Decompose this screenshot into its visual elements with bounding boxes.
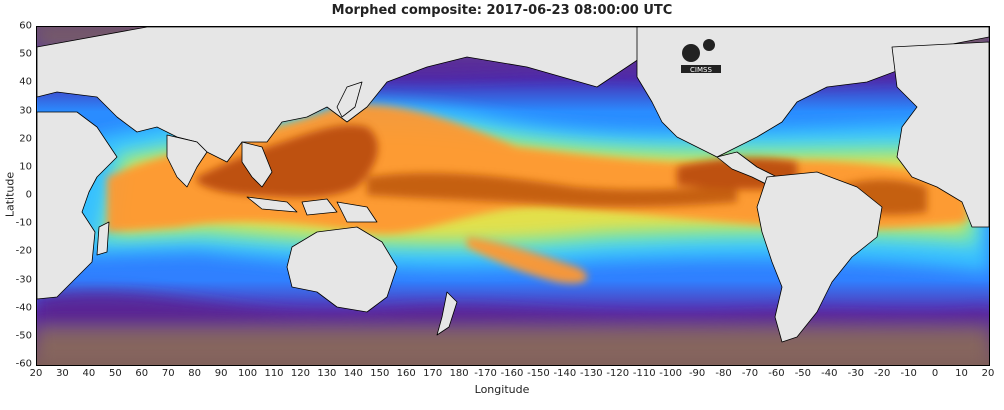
x-tick-label: -70 <box>741 368 759 379</box>
land-new-zealand <box>436 291 458 336</box>
x-tick-label: -120 <box>606 368 630 379</box>
map-plot-area: CIMSS <box>36 26 990 366</box>
y-tick-label: 20 <box>19 133 32 145</box>
x-tick-label: 20 <box>981 368 995 379</box>
land-west-africa-europe <box>891 41 989 228</box>
x-tick-label: -80 <box>715 368 732 379</box>
y-tick-label: 60 <box>19 20 32 32</box>
x-tick-label: 100 <box>238 368 258 379</box>
x-tick-label: 150 <box>370 368 390 379</box>
chart-title: Morphed composite: 2017-06-23 08:00:00 U… <box>331 3 673 18</box>
land-indochina <box>241 141 273 188</box>
map-canvas: CIMSS <box>37 27 989 365</box>
x-axis-label: Longitude <box>474 383 530 396</box>
y-tick-label: 40 <box>19 76 32 88</box>
y-tick-label: 10 <box>19 161 32 173</box>
x-tick-label: 10 <box>955 368 968 379</box>
y-tick-label: 30 <box>19 105 32 116</box>
x-tick-label: 50 <box>108 368 122 379</box>
land-madagascar <box>96 221 110 256</box>
land-south-america <box>756 171 883 343</box>
x-tick-label: 170 <box>423 368 443 379</box>
land-australia <box>286 226 398 313</box>
x-tick-label: 40 <box>82 368 96 379</box>
land-japan <box>336 81 363 118</box>
x-tick-label: 60 <box>135 368 149 379</box>
x-tick-label: 160 <box>396 368 416 379</box>
x-tick-label: -100 <box>659 368 683 379</box>
land-africa <box>37 111 118 300</box>
x-tick-label: 130 <box>317 368 337 379</box>
x-tick-label: 30 <box>56 368 69 379</box>
x-tick-label: -50 <box>794 368 812 379</box>
y-tick-label: -30 <box>15 274 32 285</box>
y-tick-label: 50 <box>19 48 32 60</box>
x-tick-label: 90 <box>214 368 228 379</box>
x-tick-label: -160 <box>500 368 524 379</box>
x-tick-label: -140 <box>553 368 577 379</box>
x-tick-label: 80 <box>188 368 202 379</box>
svg-text:CIMSS: CIMSS <box>690 66 712 74</box>
x-tick-label: -10 <box>900 368 917 379</box>
x-tick-label: -110 <box>632 368 656 379</box>
x-tick-label: 120 <box>290 368 310 379</box>
land-indonesia <box>246 196 378 223</box>
x-tick-label: -60 <box>768 368 785 379</box>
y-tick-label: -40 <box>15 302 32 314</box>
cimss-logo: CIMSS <box>677 35 725 75</box>
y-axis-label: Latitude <box>3 171 17 218</box>
x-tick-label: -20 <box>874 368 891 379</box>
x-tick-label: 180 <box>449 368 469 379</box>
land-india <box>166 134 208 188</box>
x-tick-label: -40 <box>821 368 838 379</box>
x-tick-label: 0 <box>931 368 939 379</box>
y-tick-label: -50 <box>15 330 32 342</box>
x-tick-label: 110 <box>264 368 284 379</box>
x-tick-label: -130 <box>579 368 603 379</box>
y-tick-label: -60 <box>15 358 32 370</box>
x-tick-label: 20 <box>29 368 43 379</box>
x-tick-label: -170 <box>474 368 497 379</box>
x-tick-label: 70 <box>161 368 175 379</box>
x-tick-label: -90 <box>688 368 706 379</box>
y-tick-label: 0 <box>25 189 32 201</box>
x-tick-label: -150 <box>527 368 550 379</box>
y-tick-label: -10 <box>15 217 32 229</box>
deep-convection <box>197 125 927 215</box>
y-tick-label: -20 <box>15 245 32 257</box>
x-tick-label: 140 <box>343 368 363 379</box>
x-tick-label: -30 <box>847 368 864 379</box>
